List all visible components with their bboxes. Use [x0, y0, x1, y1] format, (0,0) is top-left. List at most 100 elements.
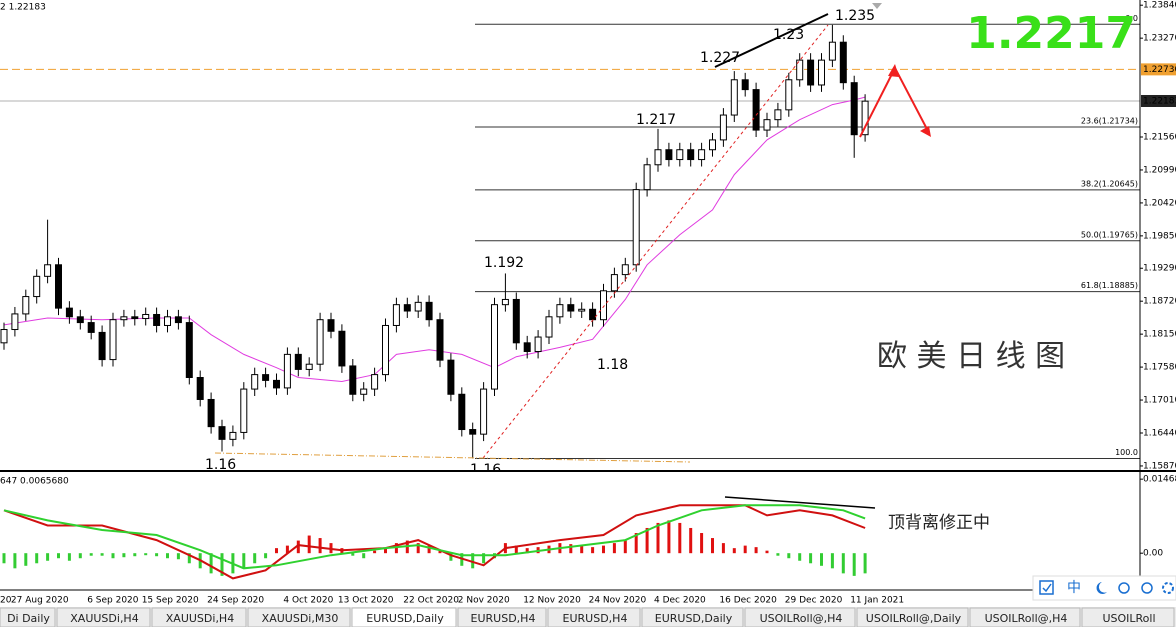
candle-body [818, 59, 825, 86]
histogram-bar [144, 553, 148, 556]
candle-body [76, 316, 84, 324]
tab[interactable] [1081, 607, 1175, 627]
candle-body [600, 290, 607, 321]
icon[interactable] [1039, 580, 1054, 595]
candle-body [545, 316, 553, 338]
x-tick-label: 16 Dec 2020 [719, 596, 777, 606]
tab[interactable] [457, 607, 547, 627]
candle-body [0, 329, 8, 344]
indicator-panel: 647 0.0065680 0.01468 0.00 顶背离修正中 [0, 470, 1176, 590]
fib-label: 100.0 [1115, 448, 1138, 457]
tab[interactable] [56, 607, 151, 627]
x-tick-label: 24 Nov 2020 [589, 596, 647, 606]
indicator-line [3, 504, 866, 570]
x-tick-label: 2 Nov 2020 [458, 596, 510, 606]
y-tick-label: 1.23840 [1143, 1, 1176, 11]
tab[interactable] [547, 607, 641, 627]
divergence-line [714, 13, 829, 68]
tab-label[interactable]: Di Daily [7, 612, 50, 625]
tab[interactable] [856, 607, 969, 627]
histogram-bar [700, 533, 704, 554]
price-label: 1.22730 [1143, 65, 1176, 75]
tab[interactable] [247, 607, 351, 627]
candle-body [327, 319, 335, 332]
candle-body [774, 109, 782, 121]
tab[interactable] [641, 607, 744, 627]
tab-label[interactable]: EURUSD,H4 [563, 612, 628, 625]
candle-body [142, 313, 150, 320]
histogram-bar [765, 550, 769, 554]
histogram-bar [111, 553, 115, 559]
histogram-bar [24, 553, 28, 566]
histogram-bar [776, 553, 780, 556]
histogram-bar [285, 545, 289, 554]
histogram-bar [809, 553, 813, 564]
icon[interactable] [1141, 582, 1153, 594]
histogram-bar [253, 553, 257, 564]
y-tick-label: 1.20420 [1143, 198, 1176, 208]
tab-label[interactable]: USOILRoll@,H4 [760, 612, 843, 625]
tab[interactable] [969, 607, 1081, 627]
tab-label[interactable]: EURUSD,Daily [655, 612, 733, 625]
histogram-bar [623, 540, 627, 554]
icon[interactable] [1118, 582, 1130, 594]
x-tick-label: 4 Dec 2020 [654, 596, 706, 606]
tab-label[interactable]: USOILRoll@,Daily [866, 612, 962, 625]
tab-label[interactable]: XAUUSDi,M30 [262, 612, 339, 625]
histogram-bar [569, 544, 573, 554]
candle-body [687, 149, 695, 161]
overlay-title: 欧 美 日 线 图 [877, 339, 1065, 374]
candle-body [11, 313, 19, 331]
tab-label[interactable]: XAUUSDi,H4 [70, 612, 138, 625]
tab[interactable] [744, 607, 856, 627]
candle-body [512, 298, 520, 344]
histogram-bar [155, 553, 159, 557]
annotation: 1.18 [597, 357, 628, 373]
tab-label[interactable]: USOILRoll@,H4 [985, 612, 1068, 625]
histogram-bar [2, 553, 6, 564]
histogram-bar [580, 545, 584, 554]
histogram-bar [438, 550, 442, 554]
histogram-bar [57, 553, 60, 559]
annotation: 1.227 [700, 50, 740, 66]
candle-body [785, 79, 793, 111]
candle-body [316, 319, 324, 365]
candle-body [185, 322, 193, 379]
fib-label: 0.0 [1125, 14, 1138, 23]
histogram-bar [176, 553, 180, 560]
histogram-bar [634, 533, 638, 554]
histogram-bar [89, 553, 93, 556]
ime-label[interactable]: 中 [1067, 580, 1081, 596]
candle-body [610, 274, 618, 292]
tab-label[interactable]: USOILRoll [1102, 612, 1155, 625]
x-tick-label: 29 Dec 2020 [785, 596, 843, 606]
icon[interactable] [1096, 582, 1107, 594]
y-tick-label: 1.15870 [1143, 461, 1176, 471]
tab[interactable] [0, 607, 56, 627]
icon[interactable] [1162, 582, 1174, 594]
candle-body [131, 316, 139, 320]
icon [1042, 583, 1052, 593]
arrow-head [888, 64, 899, 77]
tab[interactable] [351, 607, 457, 627]
arrow-head [920, 126, 931, 137]
histogram-bar [656, 522, 660, 554]
tab-label[interactable]: EURUSD,Daily [366, 612, 444, 625]
moving-average [3, 96, 866, 383]
tab-bar: Di Daily XAUUSDi,H4 XAUUSDi,H4 XAUUSDi,M30 E… [0, 607, 1176, 627]
histogram-bar [667, 520, 671, 554]
histogram-bar [525, 548, 529, 554]
histogram-bar [209, 553, 213, 574]
candle-body [741, 79, 749, 91]
fib-label: 50.0(1.19765) [1081, 230, 1138, 239]
tab[interactable] [151, 607, 247, 627]
candle-body [33, 275, 41, 298]
candle-body [273, 379, 280, 389]
y-tick-label: 1.21560 [1143, 133, 1176, 143]
candle-body [218, 426, 226, 440]
tab-label[interactable]: XAUUSDi,H4 [166, 612, 234, 625]
x-tick-label: 4 Oct 2020 [283, 596, 333, 606]
candle-body [109, 319, 117, 361]
candle-body [392, 304, 400, 326]
tab-label[interactable]: EURUSD,H4 [471, 612, 536, 625]
